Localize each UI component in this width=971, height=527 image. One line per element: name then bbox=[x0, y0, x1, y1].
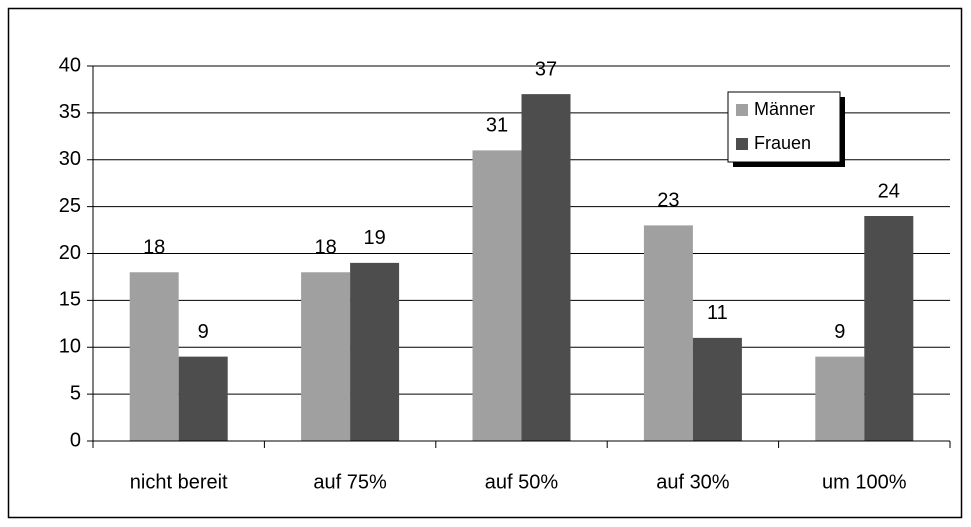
y-tick-label: 30 bbox=[59, 148, 81, 170]
bar bbox=[129, 272, 179, 441]
data-label: 31 bbox=[486, 115, 508, 137]
y-tick-label: 5 bbox=[70, 382, 81, 404]
data-label: 37 bbox=[535, 58, 557, 80]
y-tick-label: 20 bbox=[59, 242, 81, 264]
bar bbox=[815, 356, 865, 441]
data-label: 18 bbox=[143, 237, 165, 259]
x-tick-label: nicht bereit bbox=[130, 471, 228, 493]
legend bbox=[727, 91, 841, 163]
bar bbox=[178, 356, 228, 441]
legend-swatch bbox=[736, 104, 748, 116]
data-label: 24 bbox=[878, 180, 900, 202]
bar bbox=[350, 262, 400, 441]
bar bbox=[692, 337, 742, 441]
legend-label: Männer bbox=[754, 99, 815, 119]
data-label: 9 bbox=[834, 321, 845, 343]
data-label: 23 bbox=[657, 190, 679, 212]
bar bbox=[472, 150, 522, 441]
y-tick-label: 40 bbox=[59, 54, 81, 76]
y-tick-label: 10 bbox=[59, 336, 81, 358]
bar bbox=[864, 216, 914, 441]
y-tick-label: 25 bbox=[59, 195, 81, 217]
data-label: 18 bbox=[314, 237, 336, 259]
y-tick-label: 15 bbox=[59, 289, 81, 311]
x-tick-label: um 100% bbox=[822, 471, 907, 493]
data-label: 11 bbox=[707, 302, 728, 324]
bar bbox=[521, 94, 571, 441]
legend-label: Frauen bbox=[754, 133, 811, 153]
x-tick-label: auf 75% bbox=[313, 471, 387, 493]
data-label: 19 bbox=[363, 227, 385, 249]
bar bbox=[643, 225, 693, 441]
y-tick-label: 0 bbox=[70, 429, 81, 451]
x-tick-label: auf 50% bbox=[485, 471, 559, 493]
bar bbox=[301, 272, 351, 441]
data-label: 9 bbox=[198, 321, 209, 343]
x-tick-label: auf 30% bbox=[656, 471, 730, 493]
y-tick-label: 35 bbox=[59, 101, 81, 123]
legend-swatch bbox=[736, 138, 748, 150]
